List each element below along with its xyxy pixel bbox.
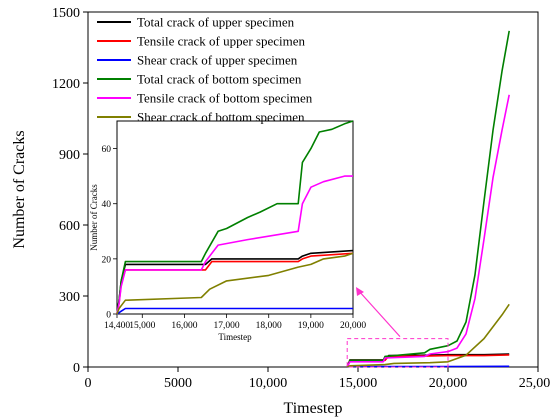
inset-plot: 14,400 15,000 16,000 17,000 18,000 19,000 20,0…	[89, 120, 366, 342]
x-tick-label: 10,000	[249, 376, 288, 391]
inset-x-tick-label: 18,000	[256, 321, 282, 331]
x-axis-label: Timestep	[284, 400, 343, 417]
legend-entry: Total crack of upper specimen	[137, 15, 295, 30]
legend-entry: Tensile crack of bottom specimen	[137, 91, 313, 106]
inset-y-tick-label: 40	[102, 200, 112, 210]
inset-y-tick-label: 0	[106, 311, 111, 321]
zoom-region-marker	[346, 287, 449, 368]
x-tick-label: 25,000	[519, 376, 550, 391]
x-tick-label: 15,000	[339, 376, 378, 391]
inset-series-line-tensile-crack-of-bottom-specimen	[116, 175, 353, 315]
series-line-shear-crack-of-bottom-specimen	[346, 303, 510, 368]
legend-entry: Shear crack of upper specimen	[137, 53, 298, 68]
inset-x-tick-label: 14,400	[104, 321, 130, 331]
inset-frame	[116, 120, 354, 315]
y-tick-label: 300	[59, 290, 80, 305]
x-tick-label: 20,000	[429, 376, 468, 391]
y-tick-label: 0	[73, 361, 80, 376]
zoom-region-box	[346, 338, 449, 368]
y-tick-label: 1200	[52, 77, 80, 92]
legend-entry: Shear crack of bottom specimen	[137, 110, 305, 125]
inset-x-tick-label: 17,000	[214, 321, 240, 331]
inset-x-tick-label: 19,000	[298, 321, 324, 331]
legend-entry: Total crack of bottom specimen	[137, 72, 302, 87]
zoom-arrow-shaft	[357, 289, 401, 338]
inset-series-line-shear-crack-of-upper-specimen	[116, 307, 353, 315]
x-tick-label: 0	[85, 376, 92, 391]
y-tick-label: 1500	[52, 6, 80, 21]
inset-x-axis-label: Timestep	[218, 332, 252, 342]
series-line-tensile-crack-of-bottom-specimen	[346, 94, 510, 368]
inset-y-tick-label: 20	[102, 255, 112, 265]
legend: Total crack of upper specimen Tensile cra…	[97, 15, 313, 125]
inset-y-tick-label: 60	[102, 145, 112, 155]
inset-series-line-total-crack-of-bottom-specimen	[116, 120, 354, 315]
inset-x-tick-label: 16,000	[171, 321, 197, 331]
y-tick-label: 600	[59, 219, 80, 234]
y-tick-label: 900	[59, 148, 80, 163]
inset-series-line-shear-crack-of-bottom-specimen	[116, 252, 354, 315]
y-axis-label: Number of Cracks	[11, 130, 28, 248]
main-plot-area: 0500010,00015,00020,00025,00003006009001…	[11, 6, 550, 417]
inset-x-tick-label: 20,000	[340, 321, 366, 331]
x-tick-label: 5000	[164, 376, 192, 391]
main-plot-frame	[87, 11, 539, 368]
inset-x-tick-label: 15,000	[129, 321, 155, 331]
series-line-total-crack-of-bottom-specimen	[346, 30, 510, 368]
legend-entry: Tensile crack of upper specimen	[137, 34, 306, 49]
zoom-arrow-head	[356, 287, 364, 296]
inset-y-axis-label: Number of Cracks	[89, 184, 99, 251]
